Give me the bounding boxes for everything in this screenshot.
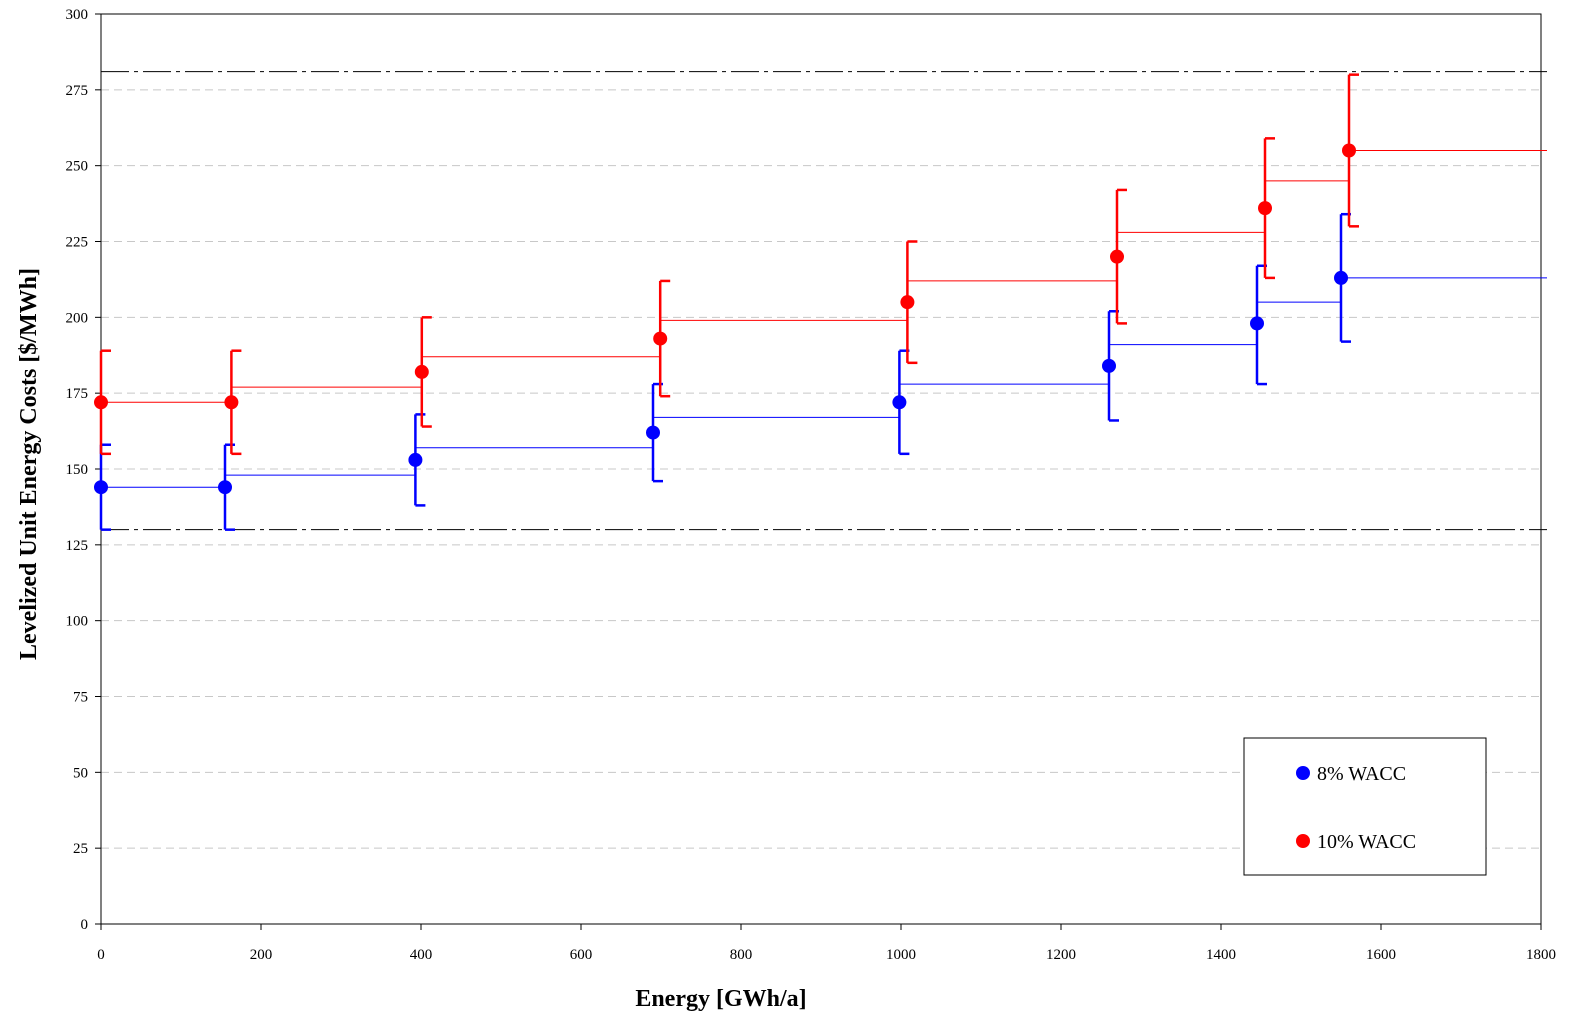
reference-lines: [101, 71, 1547, 531]
data-point-8-wacc: [94, 480, 108, 495]
y-tick-label: 0: [81, 917, 89, 933]
y-axis-title: Levelized Unit Energy Costs [$/MWh]: [16, 268, 42, 660]
y-tick-label: 125: [66, 538, 89, 554]
data-point-8-wacc: [892, 395, 907, 410]
x-tick-label: 1600: [1366, 947, 1396, 963]
data-point-8-wacc: [408, 452, 423, 467]
y-tick-label: 275: [66, 83, 89, 99]
data-point-10-wacc: [224, 395, 239, 410]
y-tick-label: 200: [66, 310, 89, 326]
y-tick-label: 300: [66, 7, 89, 23]
y-tick-label: 175: [66, 386, 89, 402]
y-tick-label: 50: [73, 765, 88, 781]
grid-lines: [101, 89, 1541, 849]
data-point-8-wacc: [1334, 270, 1348, 285]
data-point-10-wacc: [94, 395, 108, 410]
data-point-10-wacc: [1342, 143, 1356, 158]
data-point-8-wacc: [1250, 316, 1264, 331]
error-bars: [99, 73, 1359, 531]
x-tick-label: 600: [570, 947, 593, 963]
data-points: [94, 143, 1356, 495]
data-point-8-wacc: [646, 425, 660, 440]
x-tick-label: 0: [97, 947, 105, 963]
legend: 8% WACC 10% WACC: [1243, 737, 1487, 876]
x-axis-title: Energy [GWh/a]: [635, 986, 806, 1012]
data-point-10-wacc: [1258, 201, 1272, 216]
y-tick-label: 150: [66, 462, 89, 478]
data-point-8-wacc: [1102, 358, 1116, 373]
legend-label-10-wacc: 10% WACC: [1317, 831, 1416, 853]
x-tick-label: 800: [730, 947, 753, 963]
y-tick-label: 100: [66, 614, 89, 630]
y-tick-label: 250: [66, 159, 89, 175]
x-tick-label: 400: [410, 947, 433, 963]
y-tick-label: 25: [73, 841, 88, 857]
data-point-10-wacc: [1110, 249, 1124, 264]
axis-ticks: 0 25 50 75 100 125 150 175 200 225 250 275 300 0 200 40…: [66, 7, 1557, 963]
legend-marker-10-wacc: [1296, 834, 1310, 848]
x-tick-label: 1000: [886, 947, 916, 963]
x-tick-label: 1400: [1206, 947, 1236, 963]
y-tick-label: 75: [73, 690, 88, 706]
legend-box: [1243, 737, 1487, 876]
data-point-10-wacc: [414, 364, 429, 379]
x-tick-label: 1200: [1046, 947, 1076, 963]
legend-marker-8-wacc: [1296, 766, 1310, 780]
x-tick-label: 1800: [1526, 947, 1556, 963]
data-point-10-wacc: [653, 331, 668, 346]
data-point-8-wacc: [218, 480, 232, 495]
x-tick-label: 200: [250, 947, 273, 963]
y-tick-label: 225: [66, 235, 89, 251]
data-point-10-wacc: [900, 295, 915, 310]
legend-label-8-wacc: 8% WACC: [1317, 763, 1406, 785]
step-lines: [101, 150, 1547, 488]
